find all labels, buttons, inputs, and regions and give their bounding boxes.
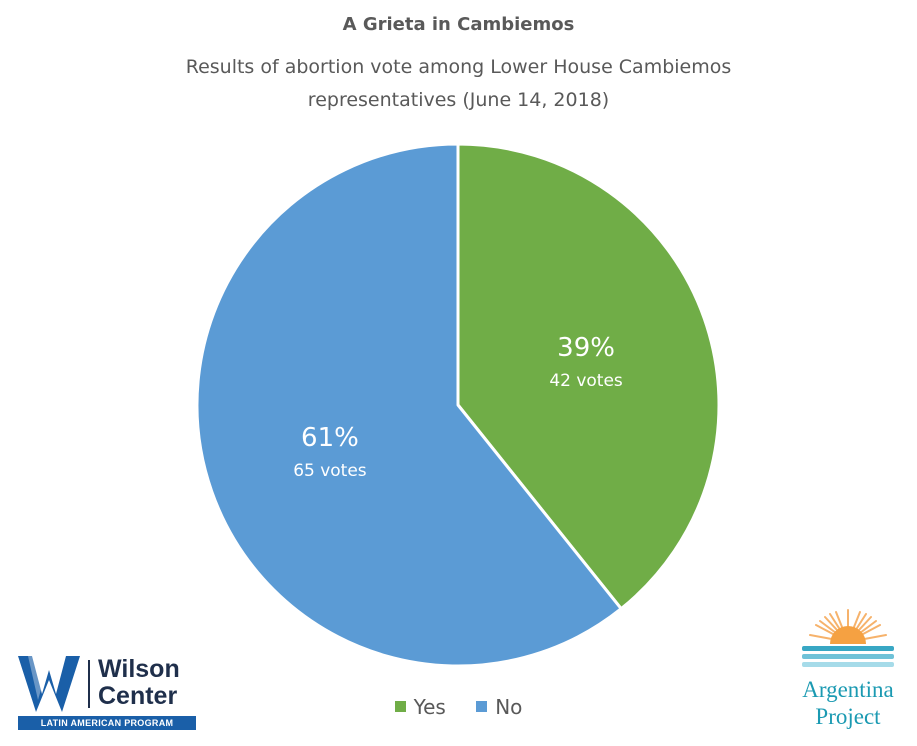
wilson-divider xyxy=(88,660,90,708)
chart-subtitle: Results of abortion vote among Lower Hou… xyxy=(110,51,807,117)
wilson-line-1: Wilson xyxy=(98,655,180,683)
chart-title: A Grieta in Cambiemos xyxy=(342,14,575,35)
subtitle-line-1: Results of abortion vote among Lower Hou… xyxy=(185,56,732,78)
wilson-center-logo: Wilson Center LATIN AMERICAN PROGRAM xyxy=(18,650,200,734)
legend: Yes No xyxy=(0,693,917,719)
legend-item-yes: Yes xyxy=(394,694,446,719)
legend-label-no: No xyxy=(495,694,523,719)
data-label-percent-no: 61% xyxy=(301,423,359,453)
legend-item-no: No xyxy=(476,695,522,719)
sun-over-water-icon xyxy=(800,609,896,672)
pie-slice-no xyxy=(195,142,623,668)
wilson-line-2: Center xyxy=(98,682,178,710)
argentina-line-1: Argentina xyxy=(802,677,894,702)
wilson-program-bar: LATIN AMERICAN PROGRAM xyxy=(18,716,196,730)
argentina-line-2: Project xyxy=(815,704,881,729)
argentina-wordmark: Argentina Project xyxy=(788,676,908,730)
data-label-percent-yes: 39% xyxy=(557,333,615,363)
legend-swatch-yes xyxy=(394,701,406,712)
data-label-votes-no: 65 votes xyxy=(293,461,367,481)
wilson-w-icon xyxy=(18,656,80,712)
pie-slice-yes xyxy=(456,142,721,611)
data-label-votes-yes: 42 votes xyxy=(549,371,623,391)
argentina-project-logo: Argentina Project xyxy=(788,606,908,742)
wilson-wordmark: Wilson Center xyxy=(98,656,180,710)
legend-label-yes: Yes xyxy=(413,694,446,719)
legend-swatch-no xyxy=(476,701,488,712)
subtitle-line-2: representatives (June 14, 2018) xyxy=(307,89,610,111)
